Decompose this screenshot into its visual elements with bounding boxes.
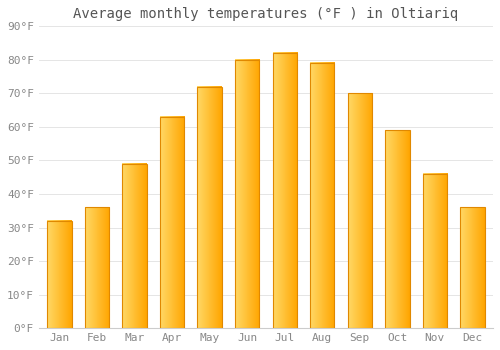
Bar	[460, 208, 484, 328]
Title: Average monthly temperatures (°F ) in Oltiariq: Average monthly temperatures (°F ) in Ol…	[74, 7, 458, 21]
Bar	[160, 117, 184, 328]
Bar	[235, 60, 260, 328]
Bar	[348, 93, 372, 328]
Bar	[272, 53, 297, 328]
Bar	[85, 208, 109, 328]
Bar	[422, 174, 447, 328]
Bar	[310, 63, 334, 328]
Bar	[48, 221, 72, 328]
Bar	[385, 130, 409, 328]
Bar	[122, 164, 146, 328]
Bar	[198, 87, 222, 328]
